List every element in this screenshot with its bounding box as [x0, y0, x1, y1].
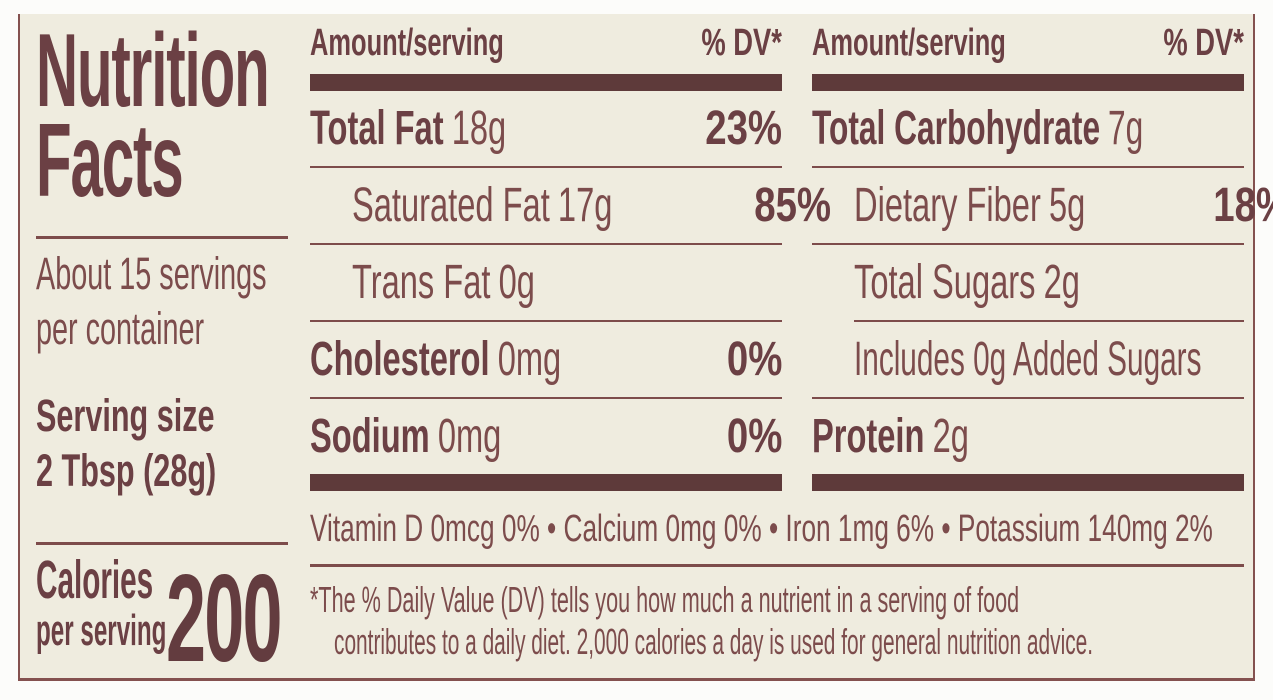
- nutrient-dv: 0%: [726, 410, 783, 463]
- daily-value-footnote: *The % Daily Value (DV) tells you how mu…: [310, 567, 1244, 663]
- label-title-line1: Nutrition: [36, 13, 270, 129]
- nutrient-name: Cholesterol: [310, 333, 490, 386]
- thick-bar: [812, 74, 1244, 91]
- nutrient-name: Trans Fat: [352, 256, 491, 309]
- divider: [812, 397, 1244, 399]
- servings-per-container: About 15 servings per container: [36, 246, 396, 356]
- divider: [310, 564, 1244, 567]
- nutrient-amount: 17g: [557, 179, 613, 232]
- nutrient-amount: 2g: [932, 410, 969, 463]
- column-header: Amount/serving % DV*: [310, 14, 782, 74]
- header-percent-dv: % DV*: [1163, 22, 1244, 64]
- serving-size: Serving size 2 Tbsp (28g): [36, 388, 301, 498]
- nutrient-amount: 0mg: [497, 333, 562, 386]
- nutrient-row-protein: Protein 2g: [812, 399, 1244, 474]
- nutrient-row-sodium: Sodium 0mg 0%: [310, 399, 782, 474]
- header-amount-serving: Amount/serving: [812, 22, 1006, 64]
- divider: [36, 542, 288, 545]
- nutrient-amount: 5g: [1048, 179, 1086, 232]
- column-header: Amount/serving % DV*: [812, 14, 1244, 74]
- nutrient-amount: 0g: [498, 256, 535, 309]
- nutrient-dv: 85%: [754, 179, 832, 232]
- divider: [812, 166, 1244, 168]
- nutrient-row-trans-fat: Trans Fat 0g: [310, 245, 782, 320]
- micronutrients-text: Vitamin D 0mcg 0% • Calcium 0mg 0% • Iro…: [310, 507, 1213, 550]
- nutrient-dv: 0%: [726, 333, 783, 386]
- divider-indented: [854, 320, 1244, 322]
- nutrient-amount: 7g: [1108, 102, 1144, 155]
- divider: [310, 320, 782, 322]
- servings-line2: per container: [36, 303, 205, 354]
- header-amount-serving: Amount/serving: [310, 22, 504, 64]
- label-title-line2: Facts: [36, 103, 184, 219]
- nutrient-column-1: Amount/serving % DV* Total Fat 18g 23% Sa…: [310, 14, 831, 491]
- footnote-line1: *The % Daily Value (DV) tells you how mu…: [310, 579, 1020, 620]
- nutrient-amount: 18g: [451, 102, 507, 155]
- nutrient-name: Dietary Fiber: [854, 179, 1041, 232]
- serving-size-value: 2 Tbsp (28g): [36, 445, 217, 496]
- nutrient-name: Includes 0g Added Sugars: [854, 333, 1202, 386]
- thick-bar: [310, 474, 782, 491]
- nutrition-facts-label: Nutrition Facts About 15 servings per co…: [18, 14, 1273, 688]
- serving-size-label: Serving size: [36, 390, 215, 441]
- header-percent-dv: % DV*: [701, 22, 782, 64]
- calories-value: 200: [166, 550, 283, 688]
- nutrient-name: Saturated Fat: [352, 179, 550, 232]
- micronutrients-line: Vitamin D 0mcg 0% • Calcium 0mg 0% • Iro…: [310, 494, 1244, 564]
- left-column: Nutrition Facts About 15 servings per co…: [36, 14, 288, 688]
- nutrient-row-total-fat: Total Fat 18g 23%: [310, 91, 782, 166]
- bottom-section: Vitamin D 0mcg 0% • Calcium 0mg 0% • Iro…: [310, 494, 1244, 663]
- nutrient-dv: 18%: [1213, 179, 1273, 232]
- nutrient-name: Sodium: [310, 410, 430, 463]
- nutrient-name: Protein: [812, 410, 925, 463]
- nutrient-amount: 0mg: [437, 410, 502, 463]
- nutrient-name: Total Fat: [310, 102, 444, 155]
- nutrient-dv: 23%: [705, 102, 782, 155]
- calories-section: Calories per serving: [36, 552, 273, 654]
- nutrient-name: Total Carbohydrate: [812, 102, 1101, 155]
- label-title: Nutrition Facts: [36, 13, 451, 219]
- divider: [310, 243, 782, 245]
- nutrient-row-total-sugars: Total Sugars 2g: [812, 245, 1244, 320]
- footnote-line2: contributes to a daily diet. 2,000 calor…: [334, 621, 1094, 662]
- calories-label: Calories: [36, 550, 154, 610]
- nutrient-row-saturated-fat: Saturated Fat 17g 85%: [310, 168, 831, 243]
- calories-sublabel: per serving: [36, 606, 167, 655]
- nutrient-name: Total Sugars: [854, 256, 1036, 309]
- thick-bar: [812, 474, 1244, 491]
- thick-bar: [310, 74, 782, 91]
- divider: [310, 397, 782, 399]
- nutrient-row-added-sugars: Includes 0g Added Sugars 0%: [812, 322, 1244, 397]
- servings-line1: About 15 servings: [36, 248, 267, 299]
- divider: [812, 243, 1244, 245]
- nutrient-amount: 2g: [1043, 256, 1080, 309]
- nutrient-column-2: Amount/serving % DV* Total Carbohydrate 7…: [812, 14, 1273, 491]
- divider: [310, 166, 782, 168]
- divider: [36, 236, 288, 239]
- nutrient-row-cholesterol: Cholesterol 0mg 0%: [310, 322, 782, 397]
